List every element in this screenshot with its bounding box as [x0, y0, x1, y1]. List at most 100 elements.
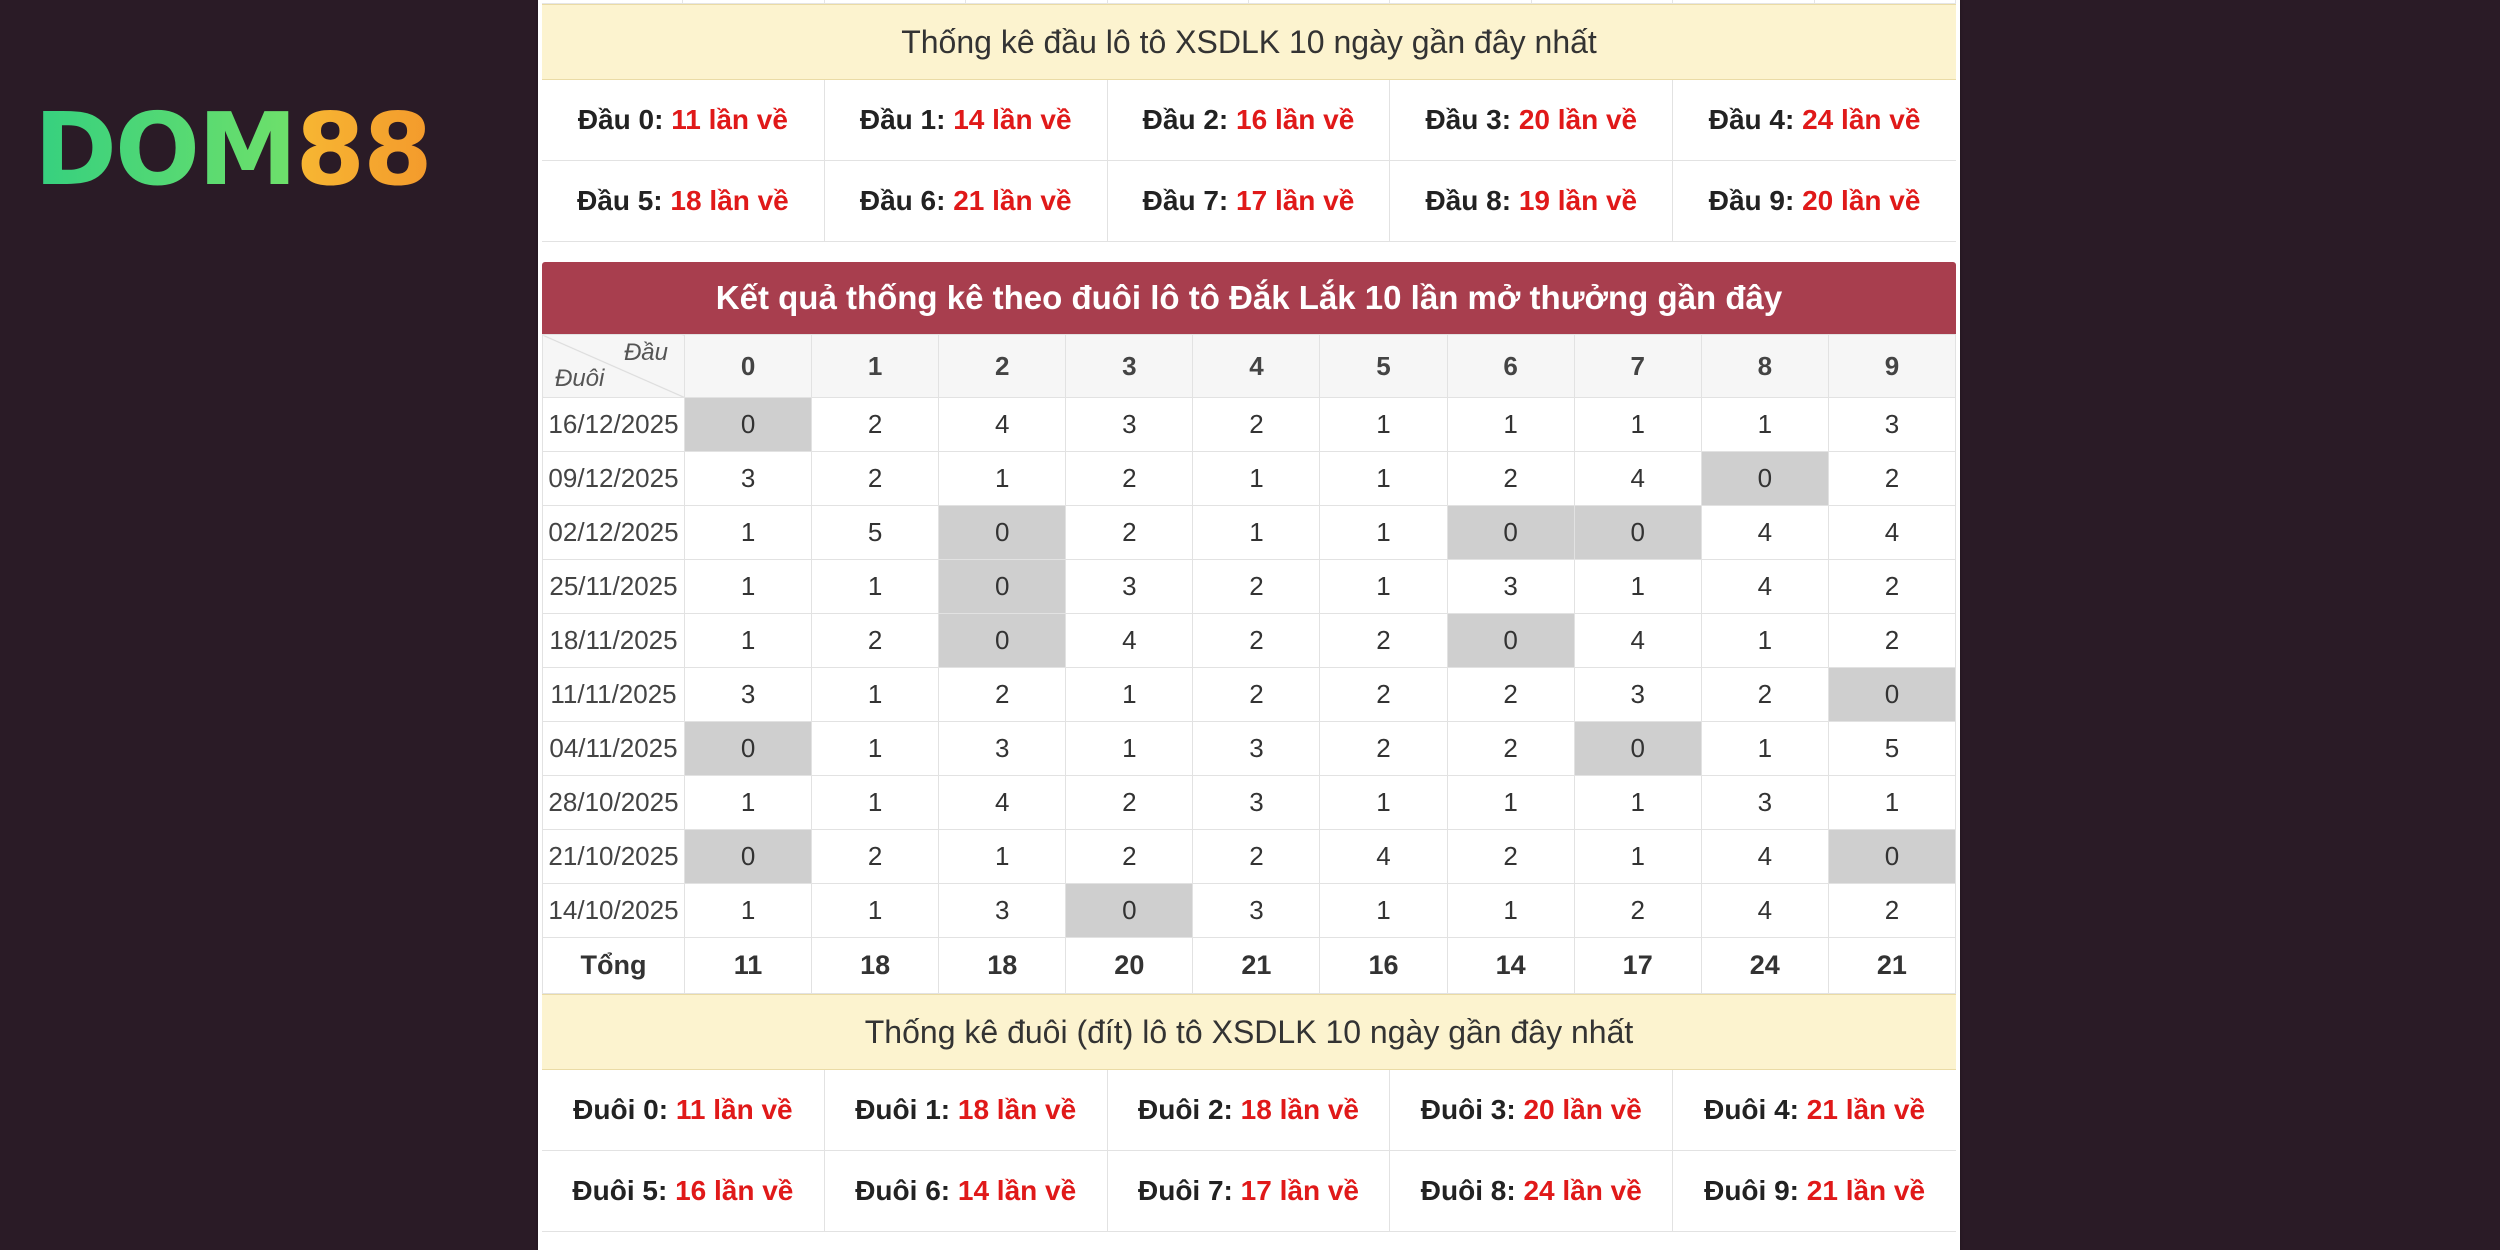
tail-stat-value: 18 lần về [957, 1094, 1077, 1125]
table-cell: 0 [1446, 613, 1575, 668]
table-cell: 1 [1319, 397, 1448, 452]
table-cell: 4 [1700, 829, 1829, 884]
tail-stats-grid: Đuôi 0: 11 lần về Đuôi 1: 18 lần về Đuôi 2… [542, 1070, 1956, 1232]
row-date: 11/11/2025 [542, 667, 685, 722]
head-stat-value: 21 lần về [953, 185, 1072, 216]
tail-stat-cell: Đuôi 4: 21 lần về [1673, 1070, 1956, 1151]
table-cell: 1 [811, 559, 940, 614]
table-cell: 2 [1192, 397, 1321, 452]
head-stat-value: 17 lần về [1236, 185, 1355, 216]
table-cell: 2 [1446, 721, 1575, 776]
table-cell: 3 [1573, 667, 1702, 722]
table-cell: 2 [1192, 559, 1321, 614]
total-cell: 18 [811, 937, 940, 994]
table-cell: 3 [1446, 559, 1575, 614]
table-cell: 2 [938, 667, 1067, 722]
table-cell: 0 [1827, 667, 1957, 722]
tail-stat-label: Đuôi 4: [1704, 1094, 1807, 1125]
table-cell: 2 [811, 397, 940, 452]
table-cell: 2 [1192, 829, 1321, 884]
tail-stat-cell: Đuôi 8: 24 lần về [1390, 1151, 1674, 1232]
column-header: 2 [938, 334, 1067, 398]
column-header: 4 [1192, 334, 1321, 398]
tail-stat-value: 16 lần về [675, 1175, 794, 1206]
head-stats-title: Thống kê đầu lô tô XSDLK 10 ngày gần đây… [542, 4, 1956, 80]
head-stat-cell: Đầu 6: 21 lần về [824, 161, 1108, 242]
table-cell: 1 [683, 883, 813, 938]
table-cell: 2 [811, 829, 940, 884]
table-cell: 3 [1192, 883, 1321, 938]
row-date: 25/11/2025 [542, 559, 685, 614]
table-cell: 5 [811, 505, 940, 560]
table-row: 09/12/2025 3 2 1 2 1 1 2 4 0 2 [542, 451, 1957, 506]
table-row: 28/10/2025 1 1 4 2 3 1 1 1 3 1 [542, 775, 1957, 830]
table-cell: 0 [683, 829, 813, 884]
table-cell: 2 [1446, 829, 1575, 884]
tail-stat-cell: Đuôi 9: 21 lần về [1673, 1151, 1956, 1232]
table-cell: 2 [1319, 721, 1448, 776]
corner-head-label: Đầu [623, 339, 668, 366]
head-stat-label: Đầu 9: [1708, 185, 1803, 216]
table-cell: 4 [1700, 883, 1829, 938]
tail-stat-label: Đuôi 1: [855, 1094, 958, 1125]
tail-stat-label: Đuôi 6: [855, 1175, 958, 1206]
tail-stat-label: Đuôi 9: [1704, 1175, 1807, 1206]
tail-stat-cell: Đuôi 7: 17 lần về [1107, 1151, 1391, 1232]
table-cell: 3 [938, 721, 1067, 776]
tail-stat-value: 11 lần về [675, 1094, 793, 1125]
logo-text-dom: DOM [34, 91, 298, 208]
head-stat-cell: Đầu 4: 24 lần về [1673, 80, 1956, 161]
tail-stat-value: 14 lần về [957, 1175, 1077, 1206]
tail-stat-cell: Đuôi 6: 14 lần về [824, 1151, 1108, 1232]
table-cell: 1 [683, 559, 813, 614]
table-cell: 0 [938, 505, 1067, 560]
head-stat-value: 11 lần về [671, 104, 788, 135]
column-header: 7 [1573, 334, 1702, 398]
head-stat-label: Đầu 6: [859, 185, 954, 216]
head-stat-value: 18 lần về [670, 185, 789, 216]
total-cell: 24 [1700, 937, 1829, 994]
dom88-logo[interactable]: DOM88 [34, 100, 433, 200]
table-cell: 2 [1065, 505, 1194, 560]
table-cell: 0 [1573, 505, 1702, 560]
total-cell: 21 [1192, 937, 1321, 994]
head-stat-value: 24 lần về [1802, 104, 1921, 135]
total-cell: 16 [1319, 937, 1448, 994]
table-cell: 1 [1573, 775, 1702, 830]
head-stat-cell: Đầu 9: 20 lần về [1673, 161, 1956, 242]
head-stat-value: 20 lần về [1518, 104, 1638, 135]
tail-stat-cell: Đuôi 2: 18 lần về [1107, 1070, 1391, 1151]
head-stat-label: Đầu 4: [1708, 104, 1803, 135]
table-cell: 1 [683, 505, 813, 560]
table-cell: 2 [1065, 775, 1194, 830]
table-cell: 2 [1827, 559, 1957, 614]
table-cell: 1 [1192, 505, 1321, 560]
column-header: 3 [1065, 334, 1194, 398]
table-cell: 1 [1827, 775, 1957, 830]
table-cell: 1 [811, 667, 940, 722]
tail-stat-label: Đuôi 5: [572, 1175, 676, 1206]
head-stat-label: Đầu 8: [1425, 185, 1519, 216]
column-header: 0 [683, 334, 813, 398]
table-cell: 0 [683, 721, 813, 776]
table-cell: 4 [1827, 505, 1957, 560]
head-stat-value: 14 lần về [953, 104, 1072, 135]
table-cell: 0 [1446, 505, 1575, 560]
head-stat-cell: Đầu 8: 19 lần về [1390, 161, 1674, 242]
head-stats-grid: Đầu 0: 11 lần về Đầu 1: 14 lần về Đầu 2: 1… [542, 80, 1956, 242]
row-date: 21/10/2025 [542, 829, 685, 884]
tail-stats-title: Thống kê đuôi (đít) lô tô XSDLK 10 ngày … [542, 994, 1956, 1070]
table-row: 14/10/2025 1 1 3 0 3 1 1 2 4 2 [542, 883, 1957, 938]
total-label: Tổng [542, 937, 685, 994]
table-cell: 4 [1700, 505, 1829, 560]
content-panel: Thống kê đầu lô tô XSDLK 10 ngày gần đây… [538, 0, 1960, 1250]
logo-text-88: 88 [295, 91, 433, 208]
row-date: 16/12/2025 [542, 397, 685, 452]
tail-stat-value: 24 lần về [1523, 1175, 1642, 1206]
column-header: 6 [1446, 334, 1575, 398]
corner-tail-label: Đuôi [555, 365, 605, 392]
row-date: 28/10/2025 [542, 775, 685, 830]
table-cell: 1 [811, 775, 940, 830]
total-cell: 20 [1065, 937, 1194, 994]
head-stat-label: Đầu 1: [859, 104, 954, 135]
